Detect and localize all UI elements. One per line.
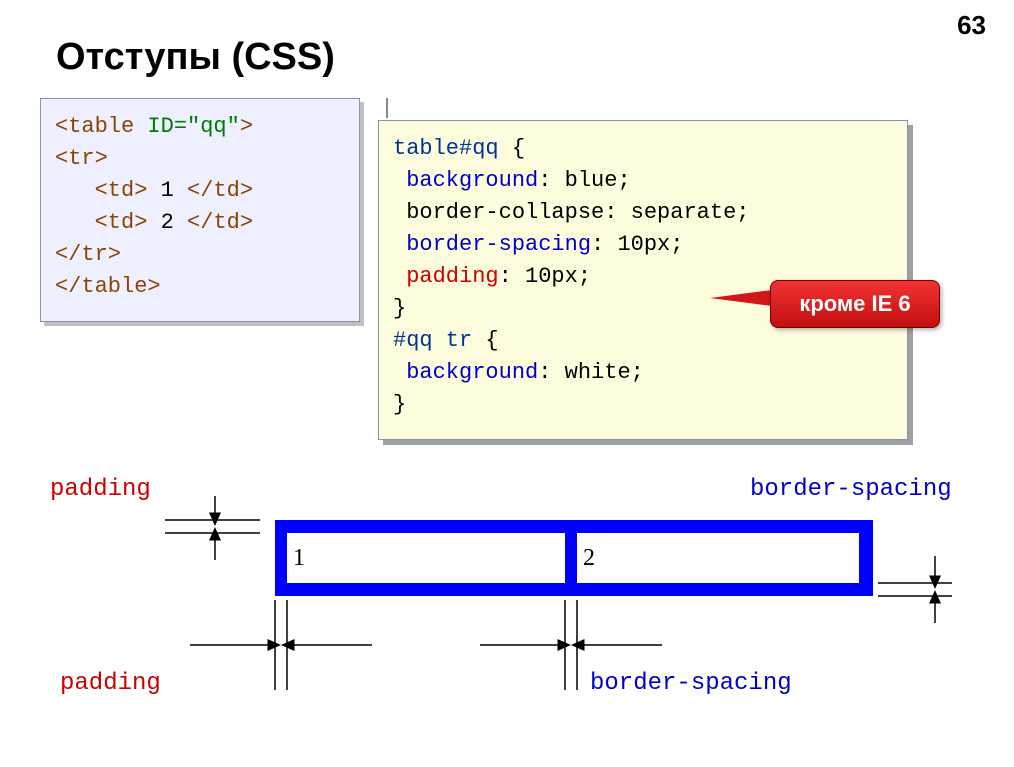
callout-arrow <box>710 290 772 306</box>
diagram-area: 1 2 padding padding border-spacing borde… <box>50 470 970 750</box>
tick-mark <box>386 98 388 118</box>
html-code-block: <table ID="qq"> <tr> <td> 1 </td> <td> 2… <box>40 98 360 322</box>
callout-badge: кроме IE 6 <box>770 280 940 328</box>
page-title: Отступы (CSS) <box>56 36 335 79</box>
dimension-lines <box>50 470 970 750</box>
page-number: 63 <box>957 10 986 41</box>
